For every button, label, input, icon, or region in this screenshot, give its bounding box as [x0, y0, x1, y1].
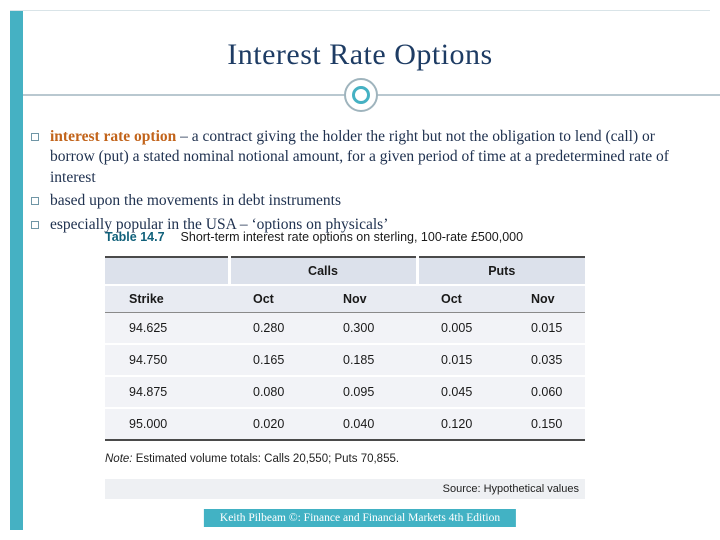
square-bullet-icon	[31, 197, 39, 206]
table-cell: 0.280	[229, 312, 319, 345]
table-cell: 0.300	[319, 312, 417, 345]
table-number-label: Table 14.7	[105, 230, 165, 244]
table-cell: 0.120	[417, 408, 507, 441]
col-header-calls-oct: Oct	[229, 285, 319, 313]
table-caption: Table 14.7 Short-term interest rate optio…	[105, 230, 585, 244]
table-cell: 0.035	[507, 344, 585, 377]
table-cell: 0.040	[319, 408, 417, 441]
table-cell: 0.005	[417, 312, 507, 345]
table-row: 94.750 0.165 0.185 0.015 0.035	[105, 344, 585, 377]
slide-top-line	[10, 10, 710, 11]
table-cell: 0.045	[417, 376, 507, 409]
slide-title: Interest Rate Options	[227, 38, 493, 71]
slide-accent-bar	[10, 10, 23, 530]
group-header-empty	[105, 257, 229, 286]
column-header-row: Strike Oct Nov Oct Nov	[105, 285, 585, 313]
table-cell: 0.095	[319, 376, 417, 409]
table-cell: 94.625	[105, 312, 229, 345]
note-text: Estimated volume totals: Calls 20,550; P…	[132, 453, 400, 465]
table-row: 94.625 0.280 0.300 0.005 0.015	[105, 312, 585, 345]
square-bullet-icon	[31, 220, 39, 229]
group-header-calls: Calls	[227, 257, 417, 286]
table-cell: 0.015	[417, 344, 507, 377]
table-figure: Table 14.7 Short-term interest rate optio…	[105, 230, 585, 499]
table-source: Source: Hypothetical values	[105, 479, 585, 499]
col-header-puts-oct: Oct	[417, 285, 507, 313]
table-row: 95.000 0.020 0.040 0.120 0.150	[105, 408, 585, 441]
bullet-item-2: based upon the movements in debt instrum…	[31, 191, 686, 211]
footer-credit: Keith Pilbeam ©: Finance and Financial M…	[203, 509, 517, 527]
table-cell: 0.020	[229, 408, 319, 441]
table-cell: 0.165	[229, 344, 319, 377]
note-label: Note:	[105, 453, 133, 465]
table-cell: 95.000	[105, 408, 229, 441]
bullet-text: especially popular in the USA – ‘options…	[50, 215, 389, 233]
table-cell: 94.750	[105, 344, 229, 377]
table-cell: 0.060	[507, 376, 585, 409]
group-header-row: Calls Puts	[105, 257, 585, 286]
bullet-list: interest rate option – a contract giving…	[31, 127, 686, 238]
group-header-puts: Puts	[415, 257, 585, 286]
bullet-item-3: especially popular in the USA – ‘options…	[31, 215, 686, 235]
options-price-table: Calls Puts Strike Oct Nov Oct Nov 94.625…	[105, 256, 585, 441]
bullet-body-text: – a contract giving the holder the right…	[50, 128, 669, 186]
col-header-calls-nov: Nov	[319, 285, 417, 313]
bullet-item-1: interest rate option – a contract giving…	[31, 127, 686, 188]
square-bullet-icon	[31, 133, 39, 141]
table-cell: 0.015	[507, 312, 585, 345]
table-cell: 0.080	[229, 376, 319, 409]
bullet-lead-term: interest rate option	[50, 128, 177, 145]
table-cell: 94.875	[105, 376, 229, 409]
table-caption-text: Short-term interest rate options on ster…	[180, 230, 524, 244]
bullet-text: based upon the movements in debt instrum…	[50, 192, 342, 210]
divider-inner-ring-icon	[352, 86, 370, 104]
table-note: Note: Estimated volume totals: Calls 20,…	[105, 453, 585, 465]
bullet-text: interest rate option – a contract giving…	[50, 127, 686, 188]
table-row: 94.875 0.080 0.095 0.045 0.060	[105, 376, 585, 409]
col-header-strike: Strike	[105, 285, 229, 313]
col-header-puts-nov: Nov	[507, 285, 585, 313]
table-cell: 0.185	[319, 344, 417, 377]
table-cell: 0.150	[507, 408, 585, 441]
